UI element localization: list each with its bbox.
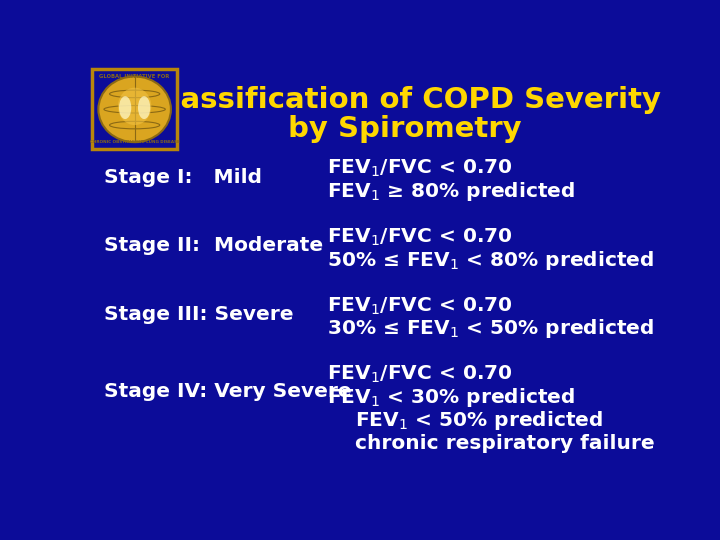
Text: FEV$_1$/FVC < 0.70: FEV$_1$/FVC < 0.70 bbox=[327, 364, 513, 385]
Text: GLOBAL INITIATIVE FOR: GLOBAL INITIATIVE FOR bbox=[99, 74, 170, 79]
Text: 30% ≤ FEV$_1$ < 50% predicted: 30% ≤ FEV$_1$ < 50% predicted bbox=[327, 318, 654, 340]
Ellipse shape bbox=[99, 77, 171, 142]
Text: Stage I:   Mild: Stage I: Mild bbox=[104, 167, 262, 186]
Text: Stage IV: Very Severe: Stage IV: Very Severe bbox=[104, 382, 351, 401]
Text: FEV$_1$ ≥ 80% predicted: FEV$_1$ ≥ 80% predicted bbox=[327, 180, 575, 203]
Ellipse shape bbox=[138, 96, 150, 119]
Text: by Spirometry: by Spirometry bbox=[289, 115, 522, 143]
Text: FEV$_1$ < 30% predicted: FEV$_1$ < 30% predicted bbox=[327, 386, 577, 409]
Text: 50% ≤ FEV$_1$ < 80% predicted: 50% ≤ FEV$_1$ < 80% predicted bbox=[327, 249, 654, 272]
Text: Stage III: Severe: Stage III: Severe bbox=[104, 305, 294, 324]
Text: FEV$_1$/FVC < 0.70: FEV$_1$/FVC < 0.70 bbox=[327, 227, 513, 248]
Text: FEV$_1$/FVC < 0.70: FEV$_1$/FVC < 0.70 bbox=[327, 158, 513, 179]
Text: chronic respiratory failure: chronic respiratory failure bbox=[327, 434, 654, 453]
Text: Classification of COPD Severity: Classification of COPD Severity bbox=[149, 86, 661, 114]
Ellipse shape bbox=[119, 96, 131, 119]
Ellipse shape bbox=[118, 87, 151, 125]
Text: Stage II:  Moderate: Stage II: Moderate bbox=[104, 236, 323, 255]
Text: FEV$_1$ < 50% predicted: FEV$_1$ < 50% predicted bbox=[327, 409, 605, 432]
FancyBboxPatch shape bbox=[92, 69, 177, 149]
Text: FEV$_1$/FVC < 0.70: FEV$_1$/FVC < 0.70 bbox=[327, 295, 513, 316]
Text: CHRONIC OBSTRUCTIVE LUNG DISEASE: CHRONIC OBSTRUCTIVE LUNG DISEASE bbox=[90, 140, 179, 144]
